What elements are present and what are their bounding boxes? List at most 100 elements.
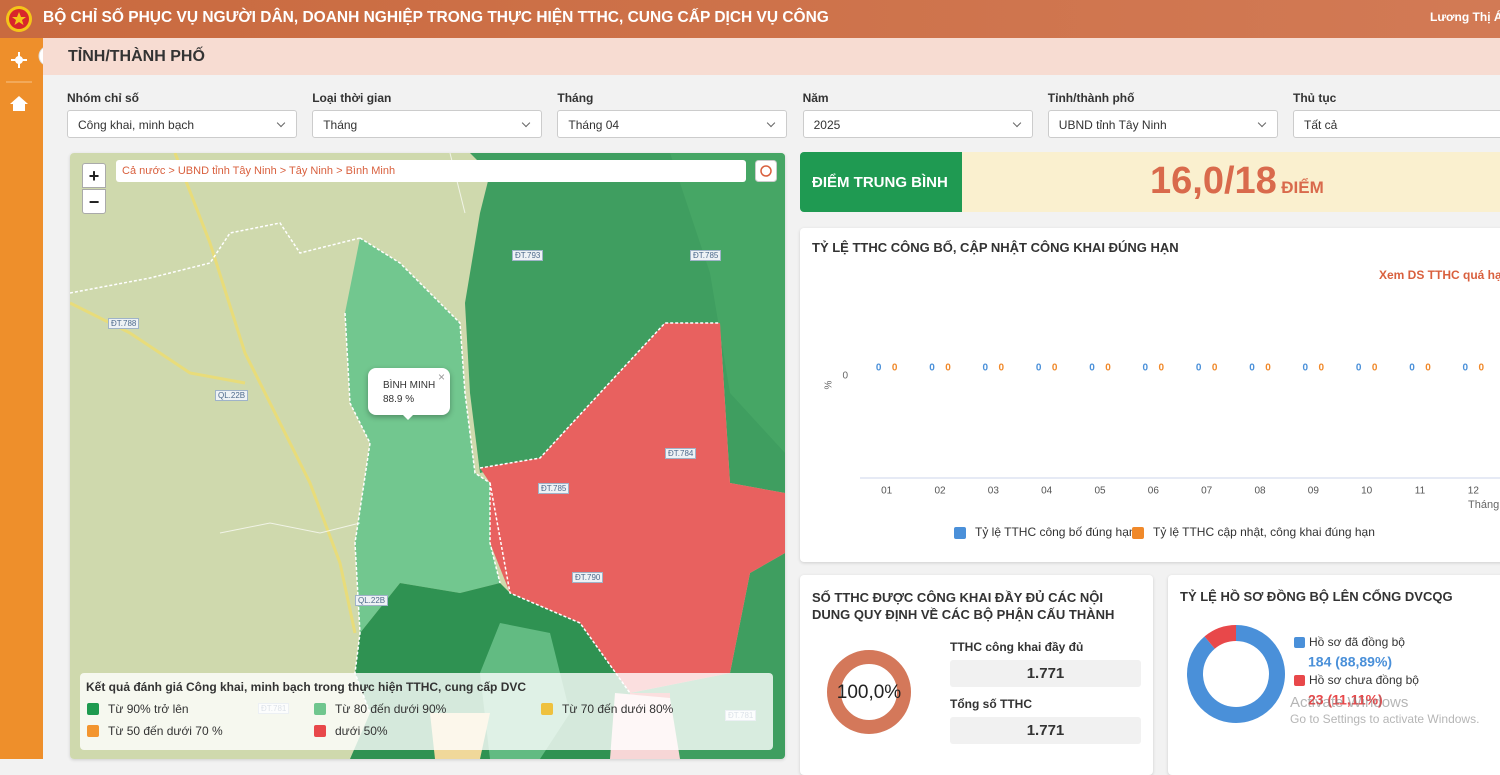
filter-select[interactable]: Công khai, minh bạch xyxy=(67,110,297,138)
data-label: 0 xyxy=(1425,363,1431,374)
legend-item: Từ 50 đến dưới 70 % xyxy=(87,724,223,738)
user-name[interactable]: Lương Thị Ánh xyxy=(1430,10,1500,24)
score-value-box: 16,0/18 ĐIỂM xyxy=(962,152,1500,212)
road-label: QL.22B xyxy=(355,595,389,606)
data-label: 0 xyxy=(1105,363,1111,374)
x-tick-label: 12 xyxy=(1468,486,1480,497)
x-tick-label: 06 xyxy=(1148,486,1160,497)
score-unit: ĐIỂM xyxy=(1281,178,1324,197)
pie-panel: SỐ TTHC ĐƯỢC CÔNG KHAI ĐẦY ĐỦ CÁC NỘI DU… xyxy=(800,575,1153,775)
data-label: 0 xyxy=(929,363,935,374)
legend-label: Từ 90% trở lên xyxy=(108,702,189,716)
donut-panel: TỶ LỆ HỒ SƠ ĐỒNG BỘ LÊN CỔNG DVCQG xyxy=(1168,575,1500,775)
x-tick-label: 05 xyxy=(1094,486,1106,497)
stat-label: Tổng số TTHC xyxy=(950,697,1032,711)
filter-select[interactable]: Tháng 04 xyxy=(557,110,788,138)
pie-label: 100,0% xyxy=(837,682,902,703)
data-label: 0 xyxy=(1052,363,1058,374)
donut-title: TỶ LỆ HỒ SƠ ĐỒNG BỘ LÊN CỔNG DVCQG xyxy=(1180,589,1453,604)
filter-label: Tỉnh/thành phố xyxy=(1047,91,1135,105)
legend-label: Từ 50 đến dưới 70 % xyxy=(108,724,223,738)
refresh-button[interactable] xyxy=(755,160,777,182)
legend-swatch xyxy=(1132,527,1144,539)
data-label: 0 xyxy=(1265,363,1271,374)
legend-swatch xyxy=(1294,637,1305,648)
legend-label: Tỷ lệ TTHC công bố đúng hạn xyxy=(975,525,1136,539)
filter-label: Nhóm chỉ số xyxy=(67,91,140,105)
map[interactable]: + − Cả nước > UBND tỉnh Tây Ninh > Tây Ni… xyxy=(70,153,785,759)
legend-label: Hồ sơ chưa đồng bộ xyxy=(1309,673,1419,687)
x-tick-label: 09 xyxy=(1308,486,1320,497)
legend-label: Tỷ lệ TTHC cập nhật, công khai đúng hạn xyxy=(1153,525,1375,539)
popup-value: 88.9 % xyxy=(383,394,415,405)
road-label: QL.22B xyxy=(215,390,249,401)
data-label: 0 xyxy=(1212,363,1218,374)
filter-select[interactable]: Tháng xyxy=(312,110,543,138)
donut-value-label: 23 (11,11%) xyxy=(1308,692,1383,708)
filter-label: Thủ tục xyxy=(1293,91,1337,105)
sidebar xyxy=(0,38,43,759)
title-bar: TỈNH/THÀNH PHỐ xyxy=(43,38,1500,75)
legend-swatch xyxy=(954,527,966,539)
donut-slice xyxy=(1187,625,1285,723)
filter-select[interactable]: Tất cả xyxy=(1293,110,1500,138)
legend-label: dưới 50% xyxy=(335,724,388,738)
filter-label: Năm xyxy=(802,91,829,105)
road-label: ĐT.790 xyxy=(572,572,604,583)
legend-label: Từ 80 đến dưới 90% xyxy=(335,702,447,716)
map-canvas[interactable] xyxy=(70,153,785,759)
chart-title: TỶ LỆ TTHC CÔNG BỐ, CẬP NHẬT CÔNG KHAI Đ… xyxy=(812,240,1179,255)
data-label: 0 xyxy=(1036,363,1042,374)
emblem xyxy=(6,6,32,32)
legend-swatch xyxy=(541,703,553,715)
chart-link[interactable]: Xem DS TTHC quá hạn xyxy=(1379,268,1500,282)
data-label: 0 xyxy=(1463,363,1469,374)
header: BỘ CHỈ SỐ PHỤC VỤ NGƯỜI DÂN, DOANH NGHIỆ… xyxy=(0,0,1500,38)
data-label: 0 xyxy=(892,363,898,374)
data-label: 0 xyxy=(1303,363,1309,374)
road-label: ĐT.785 xyxy=(690,250,722,261)
road-label: ĐT.784 xyxy=(665,448,697,459)
watermark: Go to Settings to activate Windows. xyxy=(1290,712,1479,726)
data-label: 0 xyxy=(876,363,882,374)
donut-value-label: 184 (88,89%) xyxy=(1308,654,1392,670)
legend-item: Từ 70 đến dưới 80% xyxy=(541,702,673,716)
x-tick-label: 10 xyxy=(1361,486,1373,497)
filter-select[interactable]: 2025 xyxy=(802,110,1033,138)
data-label: 0 xyxy=(1372,363,1378,374)
road-label: ĐT.793 xyxy=(512,250,544,261)
pie-title: SỐ TTHC ĐƯỢC CÔNG KHAI ĐẦY ĐỦ CÁC NỘI DU… xyxy=(812,590,1115,622)
popup-close[interactable]: × xyxy=(438,370,446,384)
data-label: 0 xyxy=(945,363,951,374)
zoom-in[interactable]: + xyxy=(82,163,106,188)
data-label: 0 xyxy=(1479,363,1485,374)
score-label-box: ĐIỂM TRUNG BÌNH xyxy=(800,152,962,212)
x-tick-label: 04 xyxy=(1041,486,1053,497)
road-label: ĐT.785 xyxy=(538,483,570,494)
road-label: ĐT.788 xyxy=(108,318,140,329)
chart-panel: TỶ LỆ TTHC CÔNG BỐ, CẬP NHẬT CÔNG KHAI Đ… xyxy=(800,228,1500,562)
legend-swatch xyxy=(87,725,99,737)
data-label: 0 xyxy=(1356,363,1362,374)
map-popup: BÌNH MINH 88.9 % × xyxy=(368,368,450,420)
legend-item: dưới 50% xyxy=(314,724,388,738)
filter-label: Tháng xyxy=(557,91,594,105)
body: { "header": {"title": "BỘ CHỈ SỐ PHỤC VỤ… xyxy=(0,0,1500,759)
x-tick-label: 08 xyxy=(1254,486,1266,497)
data-label: 0 xyxy=(1089,363,1095,374)
page: Dashboard html, body { margin: 0; paddin… xyxy=(0,0,1500,759)
x-axis-label: Tháng xyxy=(1468,499,1499,511)
data-label: 0 xyxy=(1196,363,1202,374)
legend-swatch xyxy=(1294,675,1305,686)
y-tick-label: 0 xyxy=(842,371,848,382)
data-label: 0 xyxy=(1143,363,1149,374)
zoom-out[interactable]: − xyxy=(82,189,106,214)
header-title: BỘ CHỈ SỐ PHỤC VỤ NGƯỜI DÂN, DOANH NGHIỆ… xyxy=(43,9,829,26)
filter-select[interactable]: UBND tỉnh Tây Ninh xyxy=(1047,110,1278,138)
map-breadcrumb[interactable]: Cả nước > UBND tỉnh Tây Ninh > Tây Ninh … xyxy=(116,160,746,182)
x-tick-label: 02 xyxy=(934,486,946,497)
score-label: ĐIỂM TRUNG BÌNH xyxy=(812,174,948,191)
x-tick-label: 01 xyxy=(881,486,893,497)
map-legend: Kết quả đánh giá Công khai, minh bạch tr… xyxy=(80,673,773,750)
x-tick-label: 03 xyxy=(988,486,1000,497)
